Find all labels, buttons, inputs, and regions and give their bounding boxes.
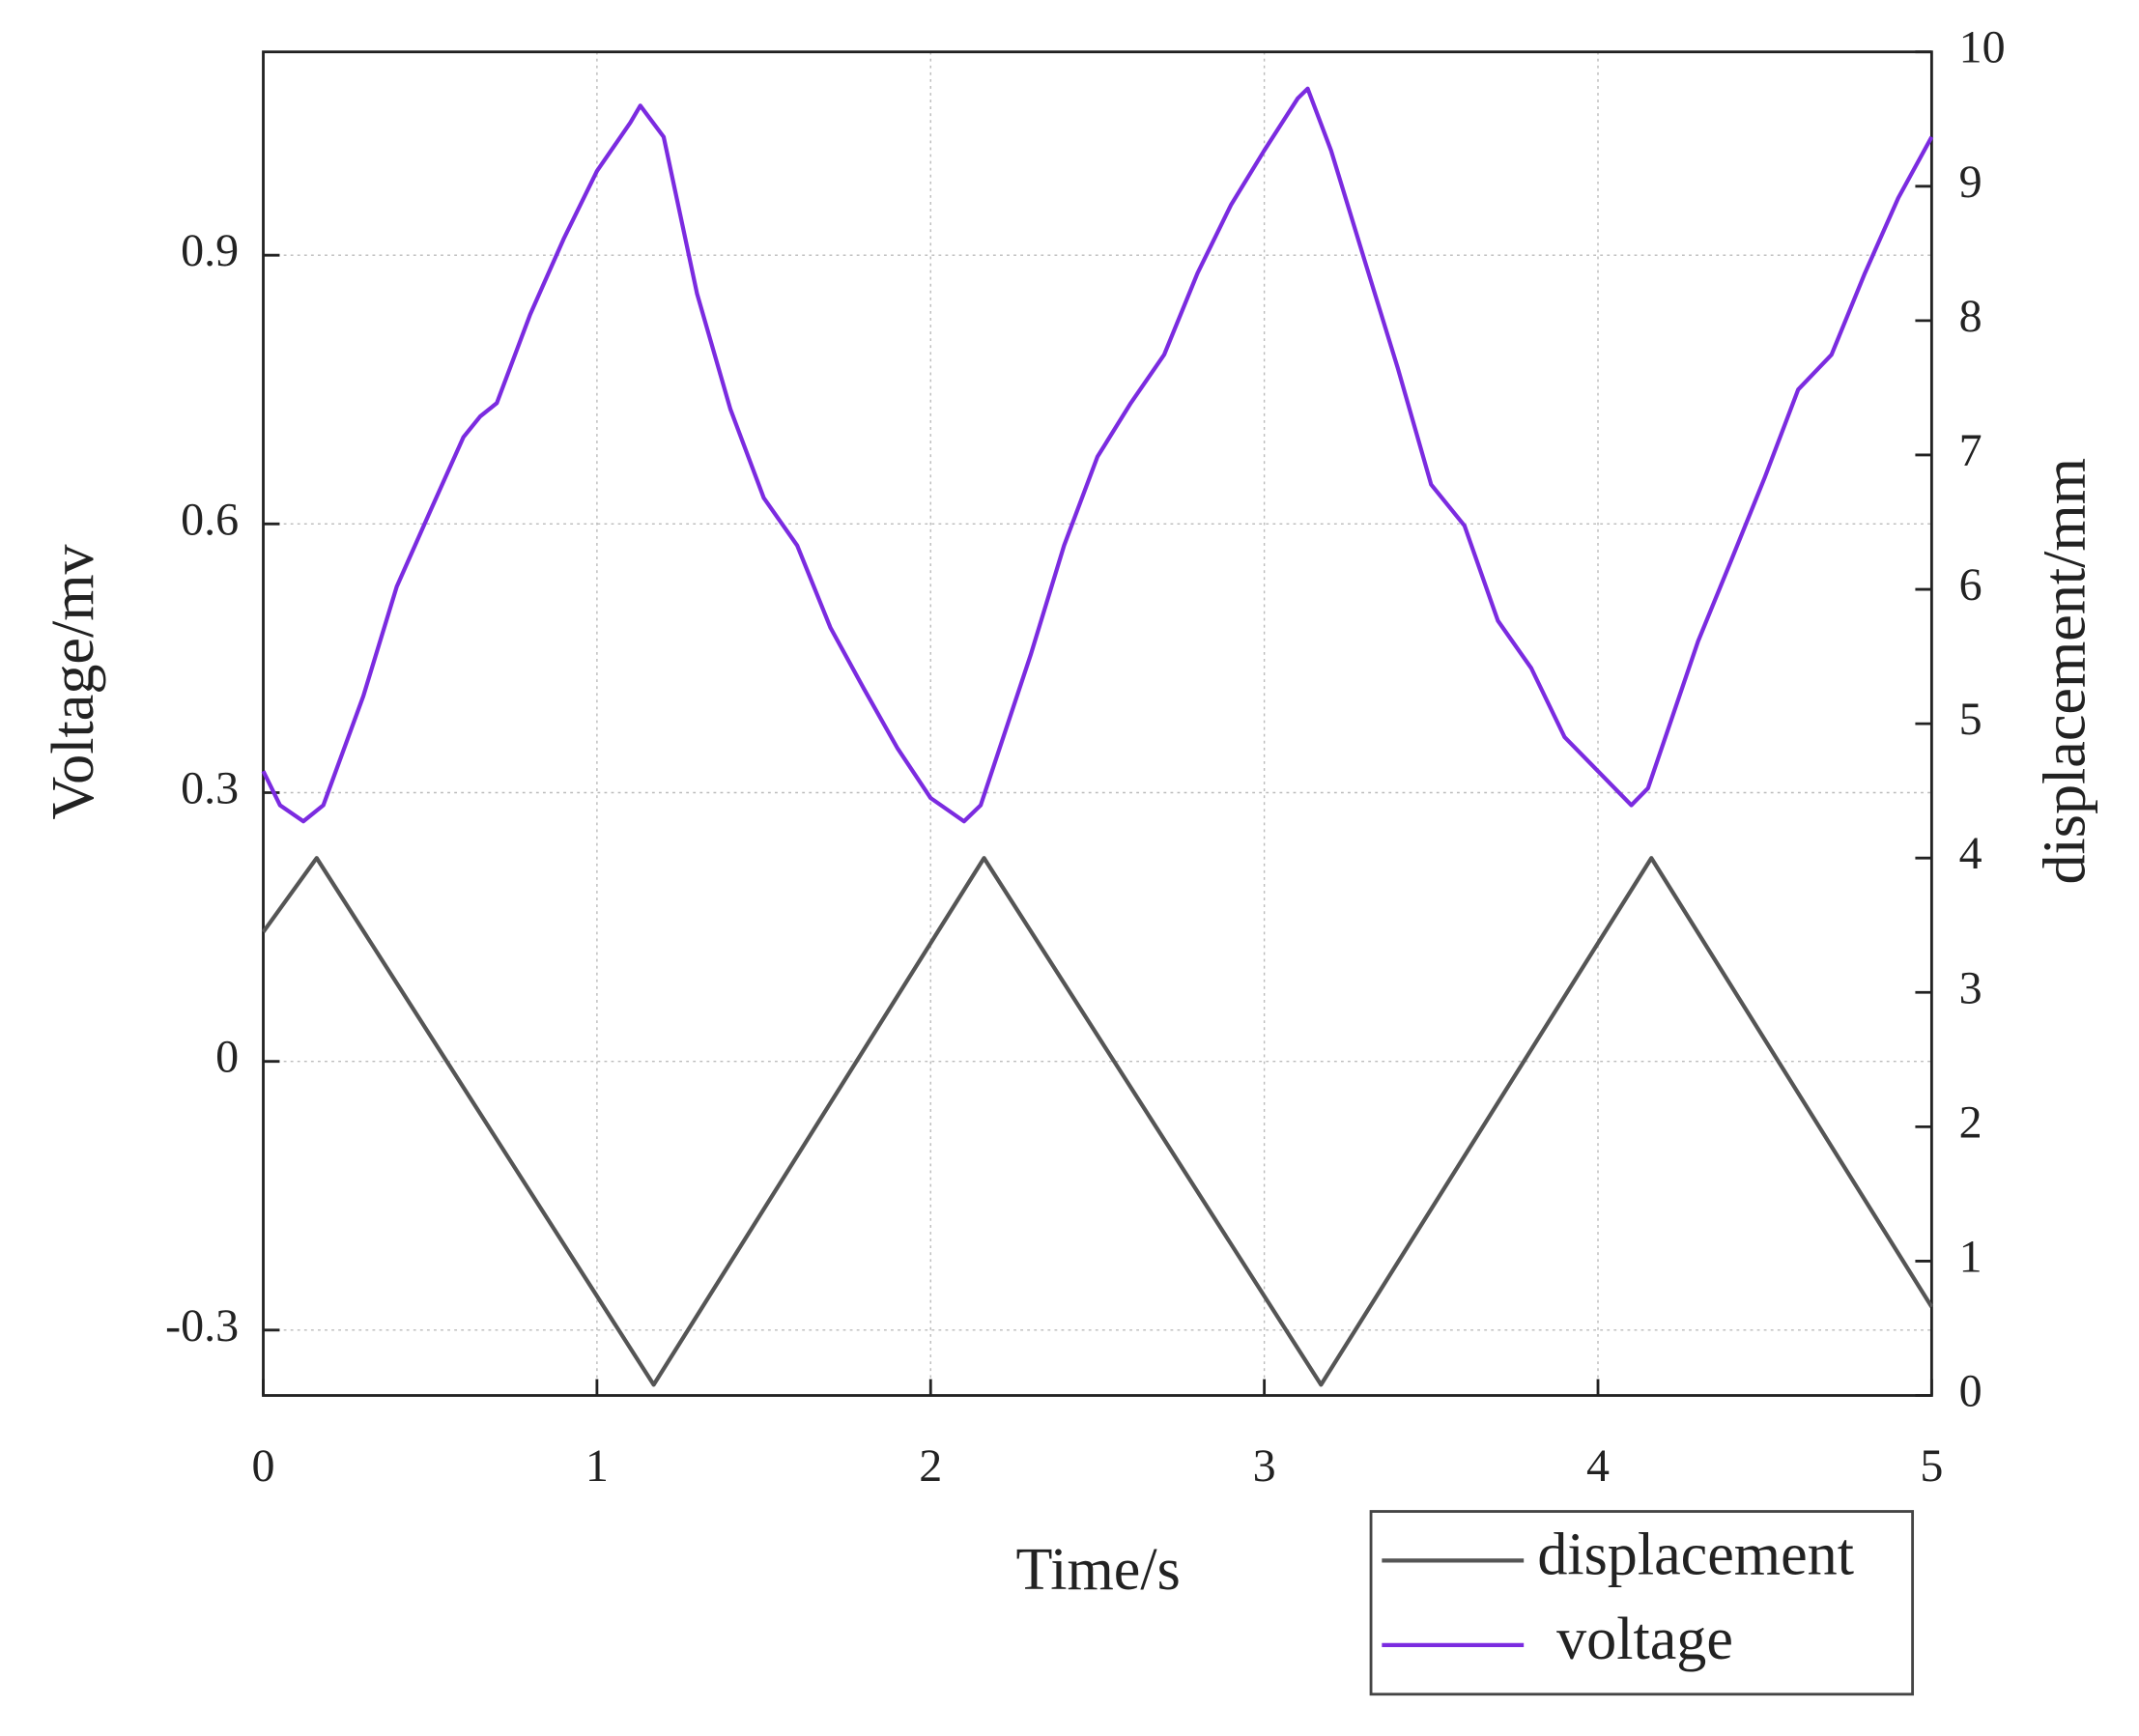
y-tick-label: -0.3 <box>165 1300 239 1352</box>
y-tick-label: 0.6 <box>181 494 239 545</box>
y-axis-label: Voltage/mv <box>41 543 106 819</box>
y2-tick-label: 0 <box>1959 1366 1982 1417</box>
y2-tick-label: 2 <box>1959 1096 1982 1148</box>
y2-tick-label: 9 <box>1959 157 1982 208</box>
y2-tick-label: 7 <box>1959 425 1982 476</box>
y2-tick-label: 8 <box>1959 291 1982 342</box>
legend-label: voltage <box>1556 1607 1733 1672</box>
line-series <box>261 856 1934 1387</box>
y2-tick-label: 5 <box>1959 694 1982 745</box>
y2-tick-label: 10 <box>1959 22 2006 73</box>
x-tick-label: 4 <box>1586 1440 1610 1492</box>
x-axis-label: Time/s <box>1015 1537 1180 1603</box>
line-series <box>261 86 1934 824</box>
x-tick-label: 0 <box>252 1440 275 1492</box>
plot-frame <box>262 50 1933 1397</box>
y2-tick-label: 3 <box>1959 962 1982 1013</box>
y2-tick-label: 4 <box>1959 828 1982 879</box>
x-tick-label: 3 <box>1253 1440 1276 1492</box>
legend-label: displacement <box>1537 1523 1854 1588</box>
y-tick-label: 0.9 <box>181 225 239 276</box>
x-tick-label: 5 <box>1920 1440 1943 1492</box>
x-tick-label: 1 <box>585 1440 609 1492</box>
y2-tick-label: 6 <box>1959 559 1982 611</box>
y-tick-label: 0 <box>215 1032 239 1083</box>
y-tick-label: 0.3 <box>181 763 239 814</box>
y2-tick-label: 1 <box>1959 1231 1982 1282</box>
legend-box <box>1369 1510 1915 1696</box>
y2-axis-label: displacement/mm <box>2033 458 2098 885</box>
x-tick-label: 2 <box>919 1440 942 1492</box>
